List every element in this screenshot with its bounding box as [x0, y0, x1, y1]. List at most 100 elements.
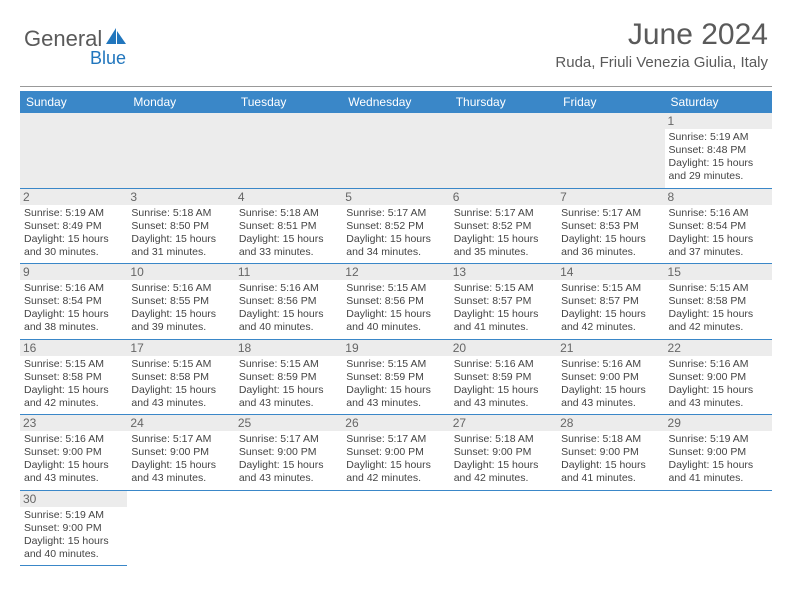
day-number: 7: [557, 189, 664, 205]
day-detail: Sunrise: 5:15 AMSunset: 8:58 PMDaylight:…: [131, 358, 230, 411]
day-number: 28: [557, 415, 664, 431]
day-number: 25: [235, 415, 342, 431]
day-detail: Sunrise: 5:15 AMSunset: 8:58 PMDaylight:…: [24, 358, 123, 411]
calendar-cell: 11 Sunrise: 5:16 AMSunset: 8:56 PMDayligh…: [235, 264, 342, 340]
day-number: 11: [235, 264, 342, 280]
column-header: Saturday: [665, 91, 772, 113]
calendar-cell: 18Sunrise: 5:15 AMSunset: 8:59 PMDayligh…: [235, 339, 342, 415]
month-title: June 2024: [555, 18, 768, 52]
column-header: Sunday: [20, 91, 127, 113]
day-detail: Sunrise: 5:17 AMSunset: 8:52 PMDaylight:…: [346, 207, 445, 260]
day-number: 29: [665, 415, 772, 431]
day-number: 9: [20, 264, 127, 280]
calendar-cell: 24 Sunrise: 5:17 AMSunset: 9:00 PMDayligh…: [127, 415, 234, 491]
day-detail: Sunrise: 5:19 AMSunset: 9:00 PMDaylight:…: [24, 509, 123, 562]
calendar-cell: 5 Sunrise: 5:17 AMSunset: 8:52 PMDaylight…: [342, 188, 449, 264]
day-detail: Sunrise: 5:15 AMSunset: 8:57 PMDaylight:…: [454, 282, 553, 335]
day-detail: Sunrise: 5:15 AMSunset: 8:57 PMDaylight:…: [561, 282, 660, 335]
day-detail: Sunrise: 5:18 AMSunset: 8:51 PMDaylight:…: [239, 207, 338, 260]
day-detail: Sunrise: 5:16 AMSunset: 8:56 PMDaylight:…: [239, 282, 338, 335]
calendar-cell: 1 Sunrise: 5:19 AMSunset: 8:48 PMDaylight…: [665, 113, 772, 188]
column-header: Tuesday: [235, 91, 342, 113]
calendar-cell: 19 Sunrise: 5:15 AMSunset: 8:59 PMDayligh…: [342, 339, 449, 415]
day-number: 15: [665, 264, 772, 280]
calendar-cell-blank: [557, 490, 664, 566]
day-detail: Sunrise: 5:19 AMSunset: 9:00 PMDaylight:…: [669, 433, 768, 486]
header: General Blue June 2024 Ruda, Friuli Vene…: [20, 18, 772, 82]
calendar-cell: 29 Sunrise: 5:19 AMSunset: 9:00 PMDayligh…: [665, 415, 772, 491]
day-number: 22: [665, 340, 772, 356]
day-number: 26: [342, 415, 449, 431]
day-detail: Sunrise: 5:15 AMSunset: 8:56 PMDaylight:…: [346, 282, 445, 335]
day-detail: Sunrise: 5:16 AMSunset: 9:00 PMDaylight:…: [561, 358, 660, 411]
day-detail: Sunrise: 5:15 AMSunset: 8:58 PMDaylight:…: [669, 282, 768, 335]
day-detail: Sunrise: 5:19 AMSunset: 8:49 PMDaylight:…: [24, 207, 123, 260]
day-detail: Sunrise: 5:18 AMSunset: 8:50 PMDaylight:…: [131, 207, 230, 260]
calendar-cell: 30 Sunrise: 5:19 AMSunset: 9:00 PMDayligh…: [20, 490, 127, 566]
logo: General Blue: [24, 26, 128, 52]
column-header: Wednesday: [342, 91, 449, 113]
calendar-cell: 9 Sunrise: 5:16 AMSunset: 8:54 PMDaylight…: [20, 264, 127, 340]
day-detail: Sunrise: 5:16 AMSunset: 8:55 PMDaylight:…: [131, 282, 230, 335]
calendar-cell: 28 Sunrise: 5:18 AMSunset: 9:00 PMDayligh…: [557, 415, 664, 491]
column-header: Thursday: [450, 91, 557, 113]
header-divider: [20, 86, 772, 87]
day-number: 13: [450, 264, 557, 280]
logo-text-blue: Blue: [90, 48, 126, 69]
calendar-cell: 16Sunrise: 5:15 AMSunset: 8:58 PMDayligh…: [20, 339, 127, 415]
day-detail: Sunrise: 5:17 AMSunset: 8:52 PMDaylight:…: [454, 207, 553, 260]
day-number: 20: [450, 340, 557, 356]
day-number: 2: [20, 189, 127, 205]
day-detail: Sunrise: 5:16 AMSunset: 9:00 PMDaylight:…: [24, 433, 123, 486]
column-header: Monday: [127, 91, 234, 113]
title-block: June 2024 Ruda, Friuli Venezia Giulia, I…: [555, 18, 768, 71]
day-number: 24: [127, 415, 234, 431]
day-number: 4: [235, 189, 342, 205]
calendar-cell: 12 Sunrise: 5:15 AMSunset: 8:56 PMDayligh…: [342, 264, 449, 340]
day-number: 17: [127, 340, 234, 356]
day-number: 21: [557, 340, 664, 356]
calendar-cell-blank: [127, 490, 234, 566]
location: Ruda, Friuli Venezia Giulia, Italy: [555, 54, 768, 71]
calendar-cell: 2 Sunrise: 5:19 AMSunset: 8:49 PMDaylight…: [20, 188, 127, 264]
calendar-cell: 6 Sunrise: 5:17 AMSunset: 8:52 PMDaylight…: [450, 188, 557, 264]
calendar-cell-blank: [342, 490, 449, 566]
calendar-cell-blank: [235, 490, 342, 566]
calendar-cell-blank: [665, 490, 772, 566]
day-detail: Sunrise: 5:16 AMSunset: 8:54 PMDaylight:…: [669, 207, 768, 260]
day-number: 3: [127, 189, 234, 205]
day-number: 27: [450, 415, 557, 431]
day-number: 5: [342, 189, 449, 205]
day-detail: Sunrise: 5:16 AMSunset: 9:00 PMDaylight:…: [669, 358, 768, 411]
calendar-cell-empty: [342, 113, 449, 188]
calendar-cell: 26Sunrise: 5:17 AMSunset: 9:00 PMDayligh…: [342, 415, 449, 491]
calendar-cell: 10 Sunrise: 5:16 AMSunset: 8:55 PMDayligh…: [127, 264, 234, 340]
day-detail: Sunrise: 5:19 AMSunset: 8:48 PMDaylight:…: [669, 131, 768, 184]
day-number: 18: [235, 340, 342, 356]
calendar-cell: 3 Sunrise: 5:18 AMSunset: 8:50 PMDaylight…: [127, 188, 234, 264]
day-number: 6: [450, 189, 557, 205]
calendar-cell: 25Sunrise: 5:17 AMSunset: 9:00 PMDayligh…: [235, 415, 342, 491]
day-number: 30: [20, 491, 127, 507]
calendar-cell: 22 Sunrise: 5:16 AMSunset: 9:00 PMDayligh…: [665, 339, 772, 415]
day-detail: Sunrise: 5:15 AMSunset: 8:59 PMDaylight:…: [346, 358, 445, 411]
day-number: 14: [557, 264, 664, 280]
day-number: 12: [342, 264, 449, 280]
day-detail: Sunrise: 5:17 AMSunset: 8:53 PMDaylight:…: [561, 207, 660, 260]
day-number: 10: [127, 264, 234, 280]
day-detail: Sunrise: 5:16 AMSunset: 8:54 PMDaylight:…: [24, 282, 123, 335]
calendar-cell-empty: [20, 113, 127, 188]
calendar-cell-blank: [450, 490, 557, 566]
day-detail: Sunrise: 5:17 AMSunset: 9:00 PMDaylight:…: [131, 433, 230, 486]
calendar-cell-empty: [557, 113, 664, 188]
day-number: 19: [342, 340, 449, 356]
calendar-cell: 27Sunrise: 5:18 AMSunset: 9:00 PMDayligh…: [450, 415, 557, 491]
calendar-cell: 20Sunrise: 5:16 AMSunset: 8:59 PMDayligh…: [450, 339, 557, 415]
calendar-cell-empty: [235, 113, 342, 188]
column-header: Friday: [557, 91, 664, 113]
calendar-cell: 23Sunrise: 5:16 AMSunset: 9:00 PMDayligh…: [20, 415, 127, 491]
day-number: 1: [665, 113, 772, 129]
day-detail: Sunrise: 5:18 AMSunset: 9:00 PMDaylight:…: [561, 433, 660, 486]
calendar-cell: 14 Sunrise: 5:15 AMSunset: 8:57 PMDayligh…: [557, 264, 664, 340]
calendar-cell: 4 Sunrise: 5:18 AMSunset: 8:51 PMDaylight…: [235, 188, 342, 264]
